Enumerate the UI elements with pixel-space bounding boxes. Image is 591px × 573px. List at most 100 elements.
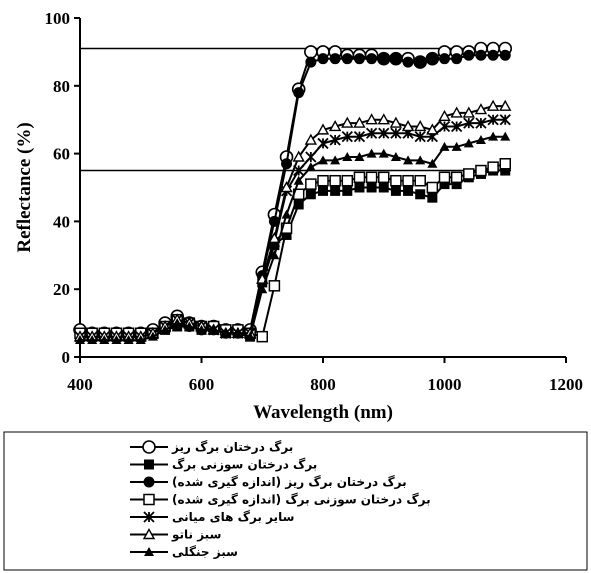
data-point [378, 171, 390, 184]
data-point [318, 185, 328, 196]
data-series [73, 41, 513, 345]
data-point [451, 53, 463, 65]
data-point [499, 49, 511, 61]
data-point [268, 231, 281, 244]
data-point [143, 476, 155, 488]
data-point [403, 185, 414, 196]
data-point [426, 53, 438, 65]
data-point [305, 151, 317, 163]
data-point [487, 49, 499, 61]
data-point [208, 324, 219, 334]
data-point [281, 209, 292, 219]
data-point [341, 174, 354, 187]
data-point [232, 328, 243, 338]
data-point [402, 174, 414, 187]
series-line [80, 135, 506, 342]
data-point [427, 158, 438, 168]
series-line [80, 162, 506, 338]
data-point [366, 182, 377, 193]
data-point [402, 56, 414, 68]
data-point [342, 151, 353, 161]
data-point [415, 155, 426, 165]
data-point [317, 53, 329, 65]
data-point [439, 53, 450, 65]
data-point [414, 174, 426, 187]
data-point [305, 162, 316, 172]
data-point [142, 440, 156, 454]
data-point [415, 189, 426, 200]
data-point [426, 123, 439, 135]
data-point [245, 331, 256, 341]
data-point [366, 53, 378, 65]
data-point [196, 324, 207, 334]
legend-label: سبز جنگلی [172, 545, 238, 559]
data-point [401, 120, 415, 132]
data-point [353, 116, 366, 128]
x-tick-label: 1200 [549, 375, 583, 394]
data-point [475, 164, 487, 177]
y-tick-label: 60 [53, 145, 70, 164]
data-point [365, 113, 378, 125]
data-point [123, 335, 134, 345]
data-point [353, 171, 366, 184]
y-axis-title: Reflectance (%) [14, 122, 35, 252]
data-point [450, 171, 463, 184]
data-point [342, 185, 353, 196]
data-point [439, 141, 450, 151]
data-point [330, 155, 341, 165]
data-point [329, 174, 341, 187]
x-tick-label: 800 [310, 375, 336, 394]
data-point [499, 99, 512, 111]
legend-entry: برگ درختان سوزنی برگ (اندازه گیری شده) [130, 492, 431, 508]
data-point [341, 131, 353, 143]
data-point [135, 335, 146, 345]
data-point [304, 45, 318, 59]
data-point [426, 181, 439, 194]
series-1 [73, 41, 513, 341]
data-point [486, 99, 500, 111]
data-point [378, 148, 389, 158]
data-point [389, 116, 403, 128]
data-point [317, 174, 329, 187]
data-point [451, 120, 463, 133]
data-point [499, 114, 511, 126]
legend-box [3, 431, 588, 571]
legend-label: برگ درختان برگ ریز [171, 439, 293, 454]
legend-entry: سبز جنگلی [130, 545, 238, 559]
legend-entry: برگ درختان برگ ریز [130, 439, 293, 454]
y-tick-label: 80 [53, 77, 70, 96]
data-point [317, 137, 329, 150]
data-point [143, 511, 155, 523]
data-point [144, 459, 154, 470]
data-point [463, 117, 475, 129]
data-point [354, 182, 365, 193]
data-point [451, 179, 462, 190]
data-point [341, 53, 353, 65]
data-point [451, 141, 462, 151]
data-point [87, 335, 98, 345]
legend-label: سایر برگ های میانی [172, 509, 294, 524]
data-point [450, 106, 463, 118]
data-point [414, 131, 426, 143]
data-point [256, 330, 268, 343]
data-point [292, 150, 305, 162]
data-point [378, 182, 389, 193]
data-point [318, 155, 328, 165]
y-tick-label: 40 [53, 212, 70, 231]
data-point [257, 284, 268, 294]
data-point [268, 280, 281, 292]
data-point [354, 151, 365, 161]
legend-entry: سبز ناتو [130, 528, 221, 543]
data-point [427, 192, 438, 203]
data-point [499, 158, 511, 170]
data-point [487, 161, 499, 173]
data-point [390, 53, 402, 65]
series-2 [75, 165, 511, 342]
data-point [111, 335, 122, 345]
data-point [403, 155, 414, 165]
legend-label: برگ درختان سوزنی برگ (اندازه گیری شده) [172, 492, 431, 508]
data-point [305, 189, 316, 200]
data-point [390, 174, 402, 187]
